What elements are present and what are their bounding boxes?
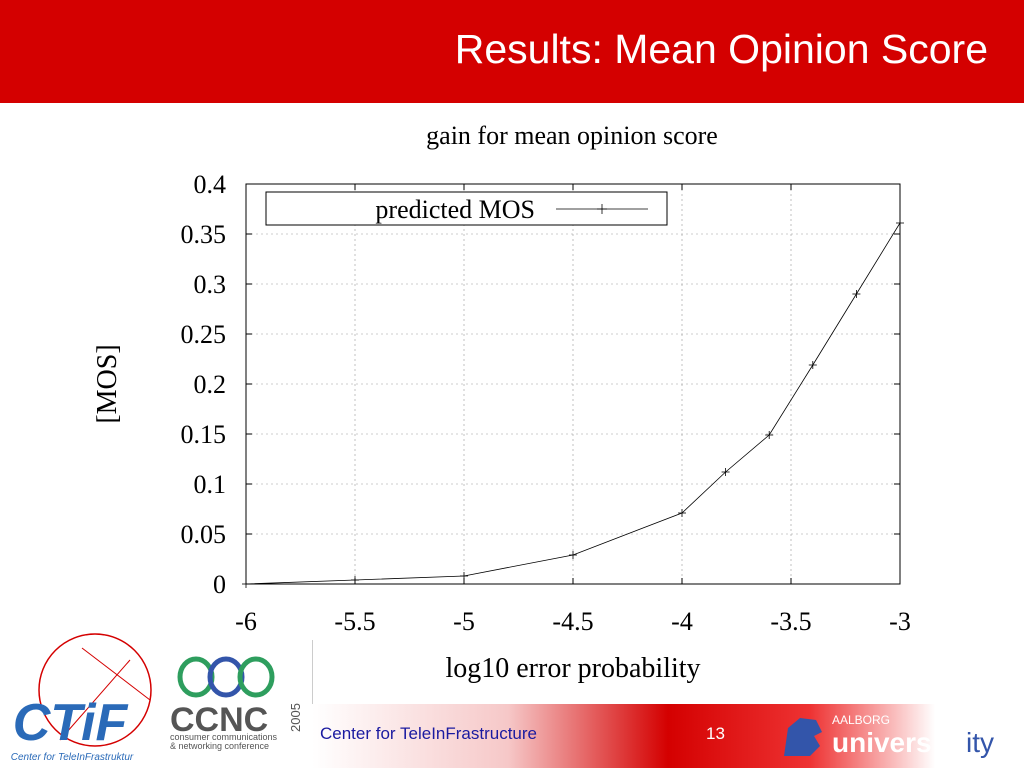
y-tick-label: 0.15 <box>181 420 227 449</box>
footer-gradient-right <box>668 704 1024 768</box>
data-point <box>808 361 817 369</box>
y-tick-label: 0.05 <box>181 520 227 549</box>
data-point <box>765 431 774 439</box>
y-axis-label: [MOS] <box>92 344 123 423</box>
x-tick-label: -3.5 <box>770 607 811 636</box>
ccnc-letters: CCNC <box>170 701 268 739</box>
logo-area: CTiF Center for TeleInFrastruktur CCNC 2… <box>11 633 303 763</box>
data-point <box>721 468 730 476</box>
x-tick-label: -4 <box>671 607 693 636</box>
x-tick-label: -6 <box>235 607 257 636</box>
grid <box>246 184 900 584</box>
mos-chart: gain for mean opinion score -6 -5.5 -5 -4.5… <box>92 121 911 684</box>
aalborg-main: univers <box>832 727 932 758</box>
legend: predicted MOS <box>265 191 668 226</box>
series-line <box>245 222 901 585</box>
aalborg-lion-icon <box>784 718 822 756</box>
legend-label: predicted MOS <box>375 195 535 224</box>
ccnc-caption-1: consumer communications <box>170 732 278 742</box>
y-tick-label: 0 <box>213 570 226 599</box>
ccnc-logo: CCNC 2005 consumer communications & netw… <box>170 656 303 751</box>
y-tick-label: 0.1 <box>194 470 227 499</box>
legend-box <box>265 191 668 226</box>
y-tick-label: 0.2 <box>194 370 227 399</box>
chart-title: gain for mean opinion score <box>426 121 718 150</box>
data-point <box>460 572 468 580</box>
footer-text: Center for TeleInFrastructure <box>320 724 537 743</box>
data-point <box>351 576 359 584</box>
data-point <box>896 219 904 227</box>
ctif-logo: CTiF Center for TeleInFrastruktur <box>11 633 152 763</box>
page-number: 13 <box>706 724 725 743</box>
footer-gradient-left <box>312 704 668 768</box>
ctif-letters: CTiF <box>13 694 129 752</box>
aalborg-logo: AALBORG univers ity <box>784 713 994 758</box>
ccnc-caption-2: & networking conference <box>170 741 269 751</box>
aalborg-top: AALBORG <box>832 713 890 727</box>
x-tick-label: -5 <box>453 607 475 636</box>
aalborg-suffix: ity <box>966 727 994 758</box>
y-tick-label: 0.4 <box>194 170 227 199</box>
x-axis-label: log10 error probability <box>445 653 700 684</box>
data-point <box>678 509 686 517</box>
slide-title: Results: Mean Opinion Score <box>454 26 988 72</box>
x-tick-label: -4.5 <box>552 607 593 636</box>
x-tick-label: -5.5 <box>334 607 375 636</box>
data-point <box>569 551 577 559</box>
legend-marker <box>597 204 607 214</box>
y-tick-label: 0.35 <box>181 220 227 249</box>
data-point <box>242 580 250 588</box>
y-tick-label: 0.3 <box>194 270 227 299</box>
header-bar: Results: Mean Opinion Score <box>0 0 1024 103</box>
x-tick-label: -3 <box>889 607 911 636</box>
ctif-caption: Center for TeleInFrastruktur <box>11 752 134 763</box>
ccnc-year: 2005 <box>288 703 303 732</box>
series-predicted-mos <box>242 219 904 588</box>
axis-ticks: -6 -5.5 -5 -4.5 -4 -3.5 -3 0 0.05 0.1 0.15 0.2 0.25 0… <box>181 170 911 636</box>
data-point <box>852 290 861 298</box>
y-tick-label: 0.25 <box>181 320 227 349</box>
